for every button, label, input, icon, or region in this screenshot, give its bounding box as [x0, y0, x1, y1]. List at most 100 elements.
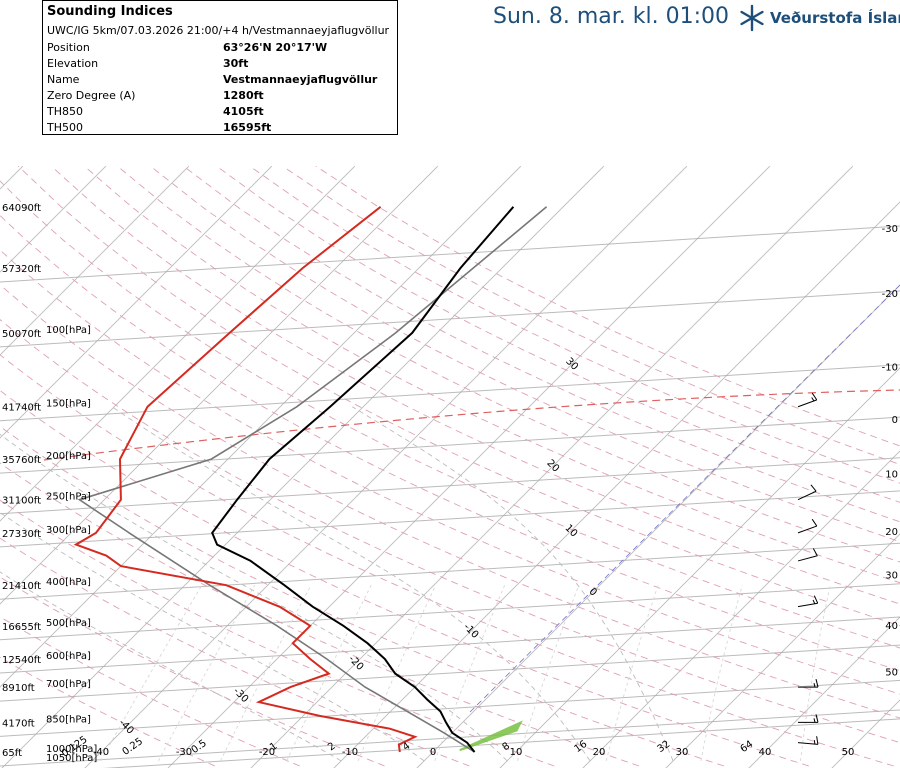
mixing-ratio-line — [219, 584, 312, 762]
dry-adiabat-line — [0, 389, 809, 767]
dry-adiabat-line — [249, 165, 900, 484]
mixing-ratio-label: 16 — [573, 739, 590, 755]
mixing-ratio-line — [100, 584, 203, 762]
isobar-line — [0, 616, 900, 674]
info-key: TH850 — [47, 105, 83, 118]
wind-barb-feather — [813, 718, 816, 723]
isotherm-line — [84, 165, 688, 768]
wind-barb-feather — [810, 484, 817, 492]
temperature-tick-label: -10 — [342, 747, 358, 758]
pressure-tick-label: 300[hPa] — [46, 525, 91, 536]
mixing-ratio-label: 32 — [656, 739, 673, 755]
pressure-tick-label: 200[hPa] — [46, 451, 91, 462]
mixing-ratio-label: 4 — [401, 741, 413, 754]
dry-adiabat-line — [216, 165, 900, 503]
right-scale-label: 40 — [885, 621, 898, 632]
wind-barb — [797, 595, 819, 608]
moist-adiabat-line — [351, 406, 674, 762]
wind-barb-feather — [813, 595, 819, 604]
wind-barb-feather — [811, 397, 815, 402]
isotherm-line — [582, 450, 900, 768]
right-scale-label: -10 — [882, 363, 898, 374]
temperature-tick-label: 40 — [759, 747, 772, 758]
height-tick-label: 35760ft — [2, 455, 41, 466]
wind-barbs — [797, 392, 819, 745]
info-row-name: Name Vestmannaeyjaflugvöllur — [47, 73, 392, 89]
reference-line — [469, 284, 900, 713]
snowflake-logo-icon — [740, 4, 764, 32]
mixing-ratio-label: 8 — [501, 741, 513, 754]
isobar-line — [0, 490, 900, 548]
mixing-ratio-label: 1 — [268, 741, 280, 754]
height-tick-label: 57320ft — [2, 264, 41, 275]
moist-adiabats — [0, 406, 674, 762]
height-tick-label: 12540ft — [2, 655, 41, 666]
temperature-tick-label: 10 — [510, 747, 523, 758]
temperature-tick-label: 0 — [430, 747, 436, 758]
isotherm-line — [333, 201, 900, 768]
info-key: Elevation — [47, 57, 99, 70]
moist-adiabat-line — [0, 571, 342, 762]
dry-adiabat-line — [0, 425, 725, 767]
wind-barb — [797, 392, 818, 408]
height-tick-label: 21410ft — [2, 581, 41, 592]
wind-barb-feather — [813, 682, 816, 688]
mixing-ratio-line — [605, 585, 659, 762]
pressure-tick-label: 1050[hPa] — [46, 753, 97, 764]
info-row-zero-degree: Zero Degree (A) 1280ft — [47, 89, 392, 105]
height-tick-label: 4170ft — [2, 718, 35, 729]
axis-labels: 100[hPa] 150[hPa] 200[hPa] 250[hPa] 300[hPa]… — [2, 203, 898, 764]
info-row-elevation: Elevation 30ft — [47, 57, 392, 73]
isobar-line — [0, 364, 900, 422]
isobar-line — [0, 542, 900, 600]
pressure-tick-label: 700[hPa] — [46, 679, 91, 690]
right-scale-label: 30 — [885, 571, 898, 582]
info-title: Sounding Indices — [47, 4, 173, 19]
cape-shading — [459, 720, 523, 752]
height-tick-label: 8910ft — [2, 683, 35, 694]
isobar-line — [0, 709, 900, 767]
dry-adiabat-line — [0, 319, 900, 744]
dry-adiabat-line — [0, 462, 640, 767]
wind-barb-feather — [815, 714, 819, 723]
wind-barb — [797, 518, 818, 534]
isotherm-line — [0, 165, 522, 688]
model-run: UWC/IG 5km/07.03.2026 21:00/+4 h/Vestman… — [47, 24, 390, 37]
mixing-ratio-label: 0.25 — [120, 736, 145, 758]
moist-adiabat-line — [0, 511, 425, 762]
pressure-tick-label: 500[hPa] — [46, 618, 91, 629]
info-value: Vestmannaeyjaflugvöllur — [223, 73, 378, 86]
right-scale-label: 20 — [885, 527, 898, 538]
temperature-tick-label: 20 — [593, 747, 606, 758]
isotherm-line — [0, 165, 439, 605]
wind-barb-feather — [811, 392, 818, 401]
isotherm-line — [1, 165, 605, 768]
height-tick-label: 27330ft — [2, 529, 41, 540]
dry-adiabat-line — [0, 576, 385, 767]
isotherms — [0, 165, 900, 768]
temperature-tick-label: -20 — [259, 747, 275, 758]
right-scale-label: 50 — [885, 667, 898, 678]
dewpoint-line — [73, 206, 418, 753]
sounding-indices-box: Sounding Indices UWC/IG 5km/07.03.2026 2… — [42, 0, 398, 135]
isotherm-line — [416, 284, 900, 768]
isobar-line — [0, 679, 900, 737]
info-row-position: Position 63°26'N 20°17'W — [47, 41, 392, 57]
info-key: Zero Degree (A) — [47, 89, 136, 102]
temperature-tick-label: 30 — [676, 747, 689, 758]
sounding-series — [73, 206, 515, 753]
isobar-line — [102, 718, 900, 768]
wind-barb-feather — [813, 739, 816, 745]
zero-isotherm — [43, 284, 900, 713]
dry-adiabat-line — [183, 165, 900, 523]
isotherm-line — [0, 165, 190, 356]
mixing-ratio-line — [700, 585, 743, 761]
wind-barb-feather — [812, 599, 816, 604]
info-row-th850: TH850 4105ft — [47, 105, 392, 121]
pressure-tick-label: 150[hPa] — [46, 399, 91, 410]
wind-barb-feather — [812, 548, 818, 556]
temperature-tick-label: 50 — [842, 747, 855, 758]
wind-barb-feather — [811, 518, 818, 527]
info-key: TH500 — [47, 121, 83, 134]
